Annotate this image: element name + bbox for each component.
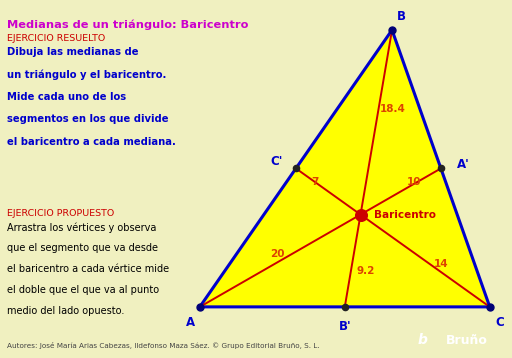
Text: el doble que el que va al punto: el doble que el que va al punto <box>7 285 159 295</box>
Polygon shape <box>200 30 490 307</box>
Text: Mide cada uno de los: Mide cada uno de los <box>7 92 126 102</box>
Text: Medianas de un triángulo: Baricentro: Medianas de un triángulo: Baricentro <box>7 20 248 30</box>
Text: EJERCICIO RESUELTO: EJERCICIO RESUELTO <box>7 34 105 43</box>
Point <box>437 165 445 171</box>
Text: un triángulo y el baricentro.: un triángulo y el baricentro. <box>7 69 166 79</box>
Text: A: A <box>185 316 195 329</box>
Text: B': B' <box>338 320 351 333</box>
Text: A': A' <box>457 159 470 171</box>
Text: el baricentro a cada vértice mide: el baricentro a cada vértice mide <box>7 264 169 274</box>
Text: segmentos en los que divide: segmentos en los que divide <box>7 114 168 124</box>
Point <box>292 165 300 171</box>
Text: medio del lado opuesto.: medio del lado opuesto. <box>7 306 124 316</box>
Point <box>340 304 349 310</box>
Text: Arrastra los vértices y observa: Arrastra los vértices y observa <box>7 223 156 233</box>
Text: 9.2: 9.2 <box>356 266 375 276</box>
Point <box>388 27 396 33</box>
Text: Baricentro: Baricentro <box>374 209 436 219</box>
Text: Autores: José María Arias Cabezas, Ildefonso Maza Sáez. © Grupo Editorial Bruño,: Autores: José María Arias Cabezas, Ildef… <box>7 342 319 349</box>
Point <box>486 304 494 310</box>
Text: que el segmento que va desde: que el segmento que va desde <box>7 243 158 253</box>
Text: 10: 10 <box>407 177 421 187</box>
Text: B: B <box>397 10 407 23</box>
Text: 18.4: 18.4 <box>379 105 406 115</box>
Point <box>196 304 204 310</box>
Text: EJERCICIO PROPUESTO: EJERCICIO PROPUESTO <box>7 209 114 218</box>
Text: el baricentro a cada mediana.: el baricentro a cada mediana. <box>7 137 176 147</box>
Text: 7: 7 <box>311 177 319 187</box>
Text: Dibuja las medianas de: Dibuja las medianas de <box>7 47 138 57</box>
Text: Bruño: Bruño <box>445 334 487 347</box>
Text: 20: 20 <box>270 250 284 260</box>
Text: b: b <box>418 333 428 348</box>
Text: C: C <box>495 316 504 329</box>
Text: C': C' <box>270 155 283 168</box>
Text: 14: 14 <box>434 259 449 269</box>
Point <box>356 212 365 217</box>
